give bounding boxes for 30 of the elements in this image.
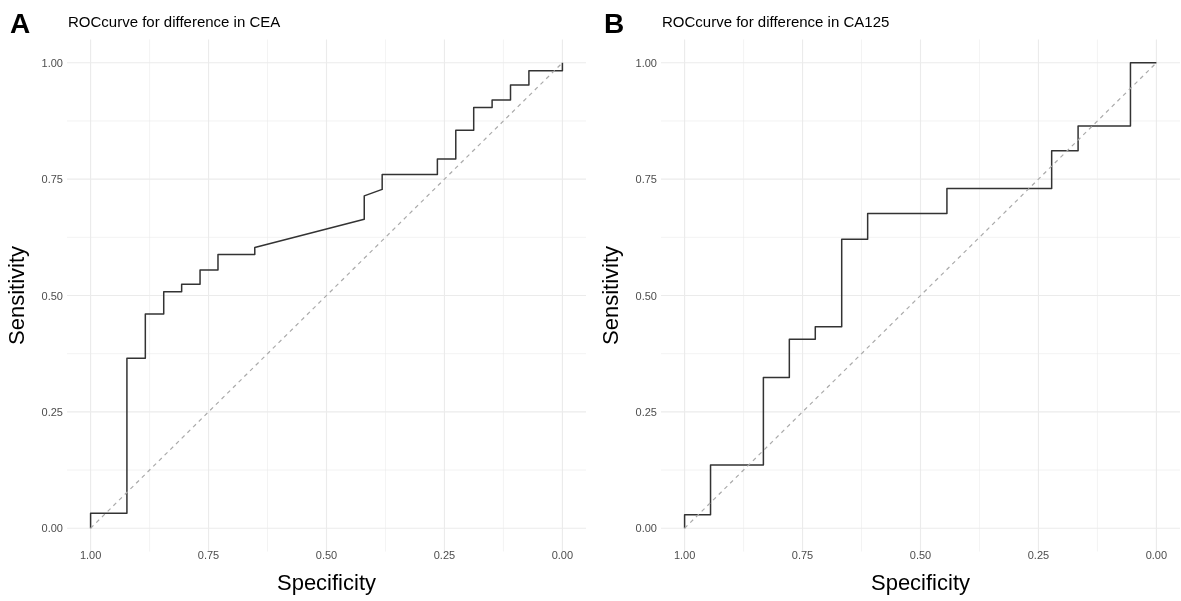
x-tick-label: 0.75	[791, 549, 814, 561]
y-tick-label: 1.00	[41, 56, 63, 69]
y-tick-label: 0.50	[635, 289, 657, 302]
line-series	[89, 62, 564, 529]
y-tick-label: 0.00	[635, 522, 657, 535]
x-tick-label: 1.00	[79, 549, 102, 561]
y-axis-title: Sensitivity	[4, 245, 29, 346]
y-axis-title: Sensitivity	[598, 245, 623, 346]
x-axis-title: Specificity	[870, 570, 971, 595]
x-tick-label: 0.25	[433, 549, 456, 561]
y-tick-label: 0.25	[41, 405, 63, 418]
text: B	[604, 8, 625, 39]
y-tick-label: 0.75	[41, 173, 63, 186]
x-tick-label: 0.25	[1027, 549, 1050, 561]
y-tick-label: 0.25	[635, 405, 657, 418]
chart-title: ROCcurve for difference in CEA	[68, 13, 281, 30]
x-tick-label: 0.50	[909, 549, 932, 561]
y-tick-label: 1.00	[635, 56, 657, 69]
x-tick-label: 0.50	[315, 549, 338, 561]
y-tick-label: 0.75	[635, 173, 657, 186]
line-series	[683, 62, 1158, 529]
text: A	[10, 8, 31, 39]
x-tick-label: 0.75	[197, 549, 220, 561]
chart-title: ROCcurve for difference in CA125	[662, 13, 890, 30]
y-tick-label: 0.00	[41, 522, 63, 535]
x-axis-title: Specificity	[276, 570, 377, 595]
x-tick-label: 1.00	[673, 549, 696, 561]
x-tick-label: 0.00	[1145, 549, 1168, 561]
x-tick-label: 0.00	[551, 549, 574, 561]
y-tick-label: 0.50	[41, 289, 63, 302]
